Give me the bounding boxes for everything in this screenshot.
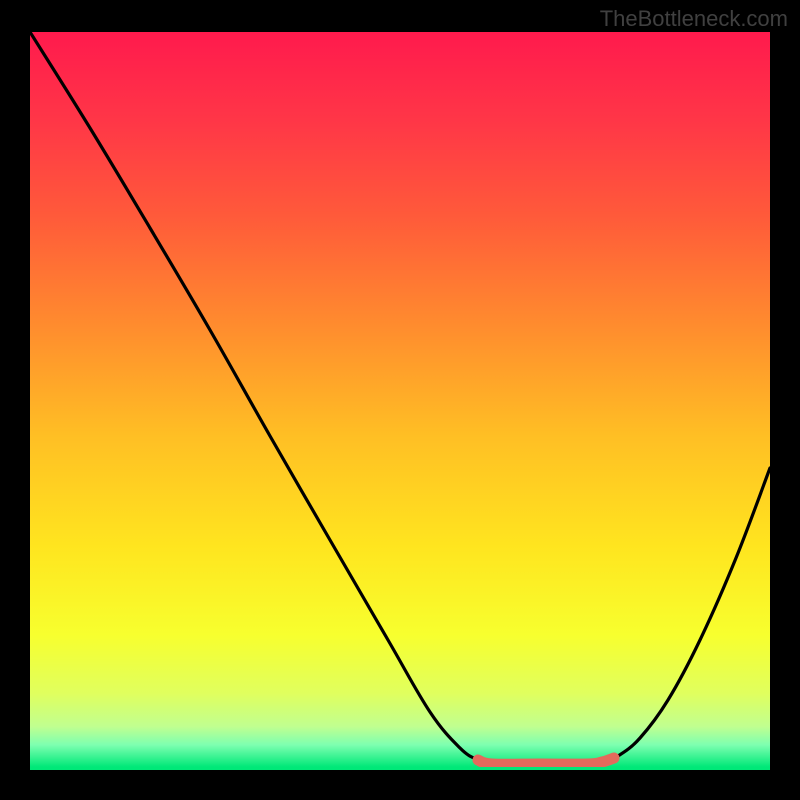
gradient-background <box>30 32 770 767</box>
baseline-bar <box>30 767 770 770</box>
watermark-text: TheBottleneck.com <box>600 6 788 32</box>
optimal-range-highlight <box>478 758 614 764</box>
chart-container: TheBottleneck.com <box>0 0 800 800</box>
chart-plot <box>30 32 770 767</box>
